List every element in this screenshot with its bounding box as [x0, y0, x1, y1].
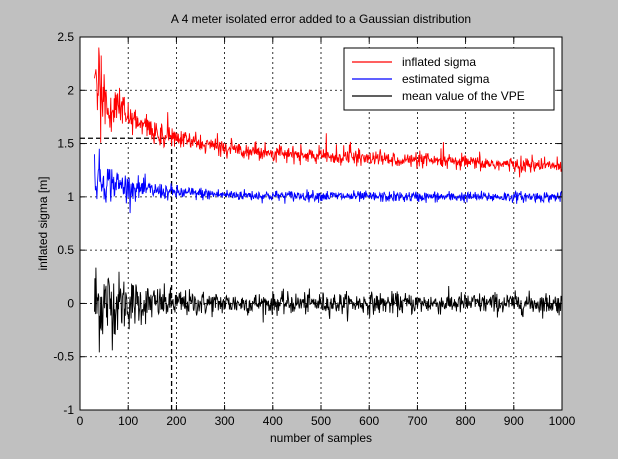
y-tick-label: 0.5 — [57, 243, 74, 257]
x-tick-label: 0 — [77, 414, 84, 428]
reference-lines — [80, 137, 173, 410]
x-tick-label: 800 — [456, 414, 476, 428]
y-tick-label: -1 — [63, 403, 74, 417]
series-line-0 — [94, 47, 563, 178]
y-tick-label: 2.5 — [57, 30, 74, 44]
x-tick-label: 400 — [263, 414, 283, 428]
y-tick-label: 2 — [67, 83, 74, 97]
legend-label: estimated sigma — [402, 72, 490, 86]
x-axis-label: number of samples — [270, 431, 372, 445]
x-tick-label: 600 — [359, 414, 379, 428]
axis-ticks: 0 100 200 300 400 500 600 700 800 900 1000 -1 -0.5 0 0… — [53, 30, 575, 428]
y-axis-label: inflated sigma [m] — [36, 176, 50, 270]
x-tick-label: 300 — [215, 414, 235, 428]
series-line-1 — [94, 148, 563, 214]
x-tick-label: 100 — [118, 414, 138, 428]
x-tick-label: 200 — [166, 414, 186, 428]
x-tick-label: 700 — [407, 414, 427, 428]
y-tick-label: -0.5 — [53, 350, 74, 364]
x-tick-label: 500 — [311, 414, 331, 428]
y-tick-label: 1 — [67, 190, 74, 204]
chart-title: A 4 meter isolated error added to a Gaus… — [171, 12, 471, 26]
legend-label: inflated sigma — [402, 55, 476, 69]
legend-label: mean value of the VPE — [402, 89, 525, 103]
series-line-2 — [94, 267, 563, 353]
y-tick-label: 0 — [67, 296, 74, 310]
series-layer — [94, 47, 563, 353]
legend: inflated sigma estimated sigma mean value … — [343, 47, 555, 111]
x-tick-label: 900 — [504, 414, 524, 428]
x-tick-label: 1000 — [549, 414, 576, 428]
y-tick-label: 1.5 — [57, 137, 74, 151]
